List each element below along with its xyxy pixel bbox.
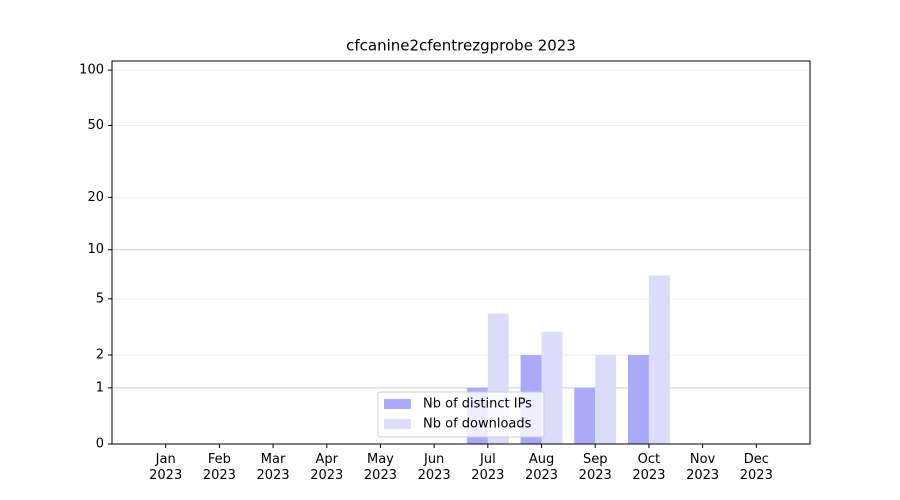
x-tick-label: Oct 2023 [632,452,666,483]
legend-swatch [384,419,411,429]
bar [541,331,563,444]
plot-frame [111,60,811,445]
bar [627,354,649,444]
y-tick-label: 2 [96,347,104,362]
x-tick-label: Mar 2023 [256,452,290,483]
x-tick-label: Sep 2023 [578,452,612,483]
bar [595,354,617,444]
chart-title: cfcanine2cfentrezgprobe 2023 [346,37,576,55]
y-tick-label: 1 [96,380,104,395]
legend-label: Nb of downloads [423,417,532,432]
legend-box [377,391,545,438]
x-tick-label: Jan 2023 [149,452,183,483]
y-tick-label: 50 [87,118,104,133]
y-tick-label: 5 [96,291,104,306]
x-tick-label: Feb 2023 [202,452,236,483]
x-tick-label: Jun 2023 [417,452,451,483]
y-tick-label: 10 [87,242,104,257]
y-tick-label: 20 [87,190,104,205]
x-tick-label: Nov 2023 [686,452,720,483]
x-tick-label: May 2023 [363,452,397,483]
x-tick-label: Jul 2023 [471,452,505,483]
bar [648,275,670,444]
x-tick-label: Aug 2023 [524,452,559,483]
legend-label: Nb of distinct IPs [423,397,532,412]
x-tick-label: Apr 2023 [310,452,344,483]
bar [574,387,596,444]
y-tick-label: 0 [96,437,104,452]
legend-swatch [384,399,411,409]
y-tick-label: 100 [79,63,104,78]
x-tick-label: Dec 2023 [739,452,773,483]
